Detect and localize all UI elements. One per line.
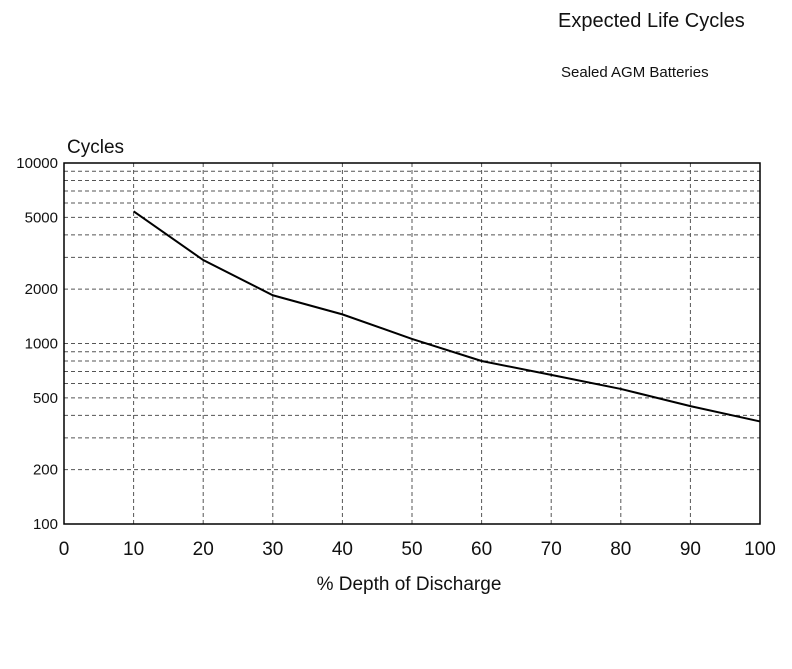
y-tick-label: 2000 [25, 281, 58, 298]
plot-area-frame [63, 162, 761, 525]
y-tick-label: 100 [33, 516, 58, 533]
y-tick-label: 500 [33, 390, 58, 407]
chart-subtitle: Sealed AGM Batteries [561, 64, 709, 81]
x-tick-label: 10 [123, 539, 144, 560]
y-tick-label: 5000 [25, 209, 58, 226]
x-tick-labels: 0 10 20 30 40 50 60 70 80 90 100 [59, 539, 776, 560]
chart-grid [64, 163, 760, 524]
x-tick-label: 70 [541, 539, 562, 560]
x-tick-label: 60 [471, 539, 492, 560]
y-axis-label: Cycles [67, 137, 124, 158]
y-tick-label: 10000 [16, 155, 58, 172]
x-tick-label: 100 [744, 539, 776, 560]
x-tick-label: 0 [59, 539, 70, 560]
y-tick-label: 200 [33, 462, 58, 479]
x-tick-label: 80 [610, 539, 631, 560]
x-tick-label: 20 [193, 539, 214, 560]
x-tick-label: 30 [262, 539, 283, 560]
x-tick-label: 40 [332, 539, 353, 560]
x-tick-label: 90 [680, 539, 701, 560]
y-tick-label: 1000 [25, 336, 58, 353]
chart-title: Expected Life Cycles [558, 10, 745, 32]
x-tick-label: 50 [401, 539, 422, 560]
y-tick-labels: 100 200 500 1000 2000 5000 10000 [16, 155, 58, 533]
series-group [133, 210, 761, 423]
x-axis-label: % Depth of Discharge [317, 574, 502, 595]
series-line [133, 210, 761, 423]
